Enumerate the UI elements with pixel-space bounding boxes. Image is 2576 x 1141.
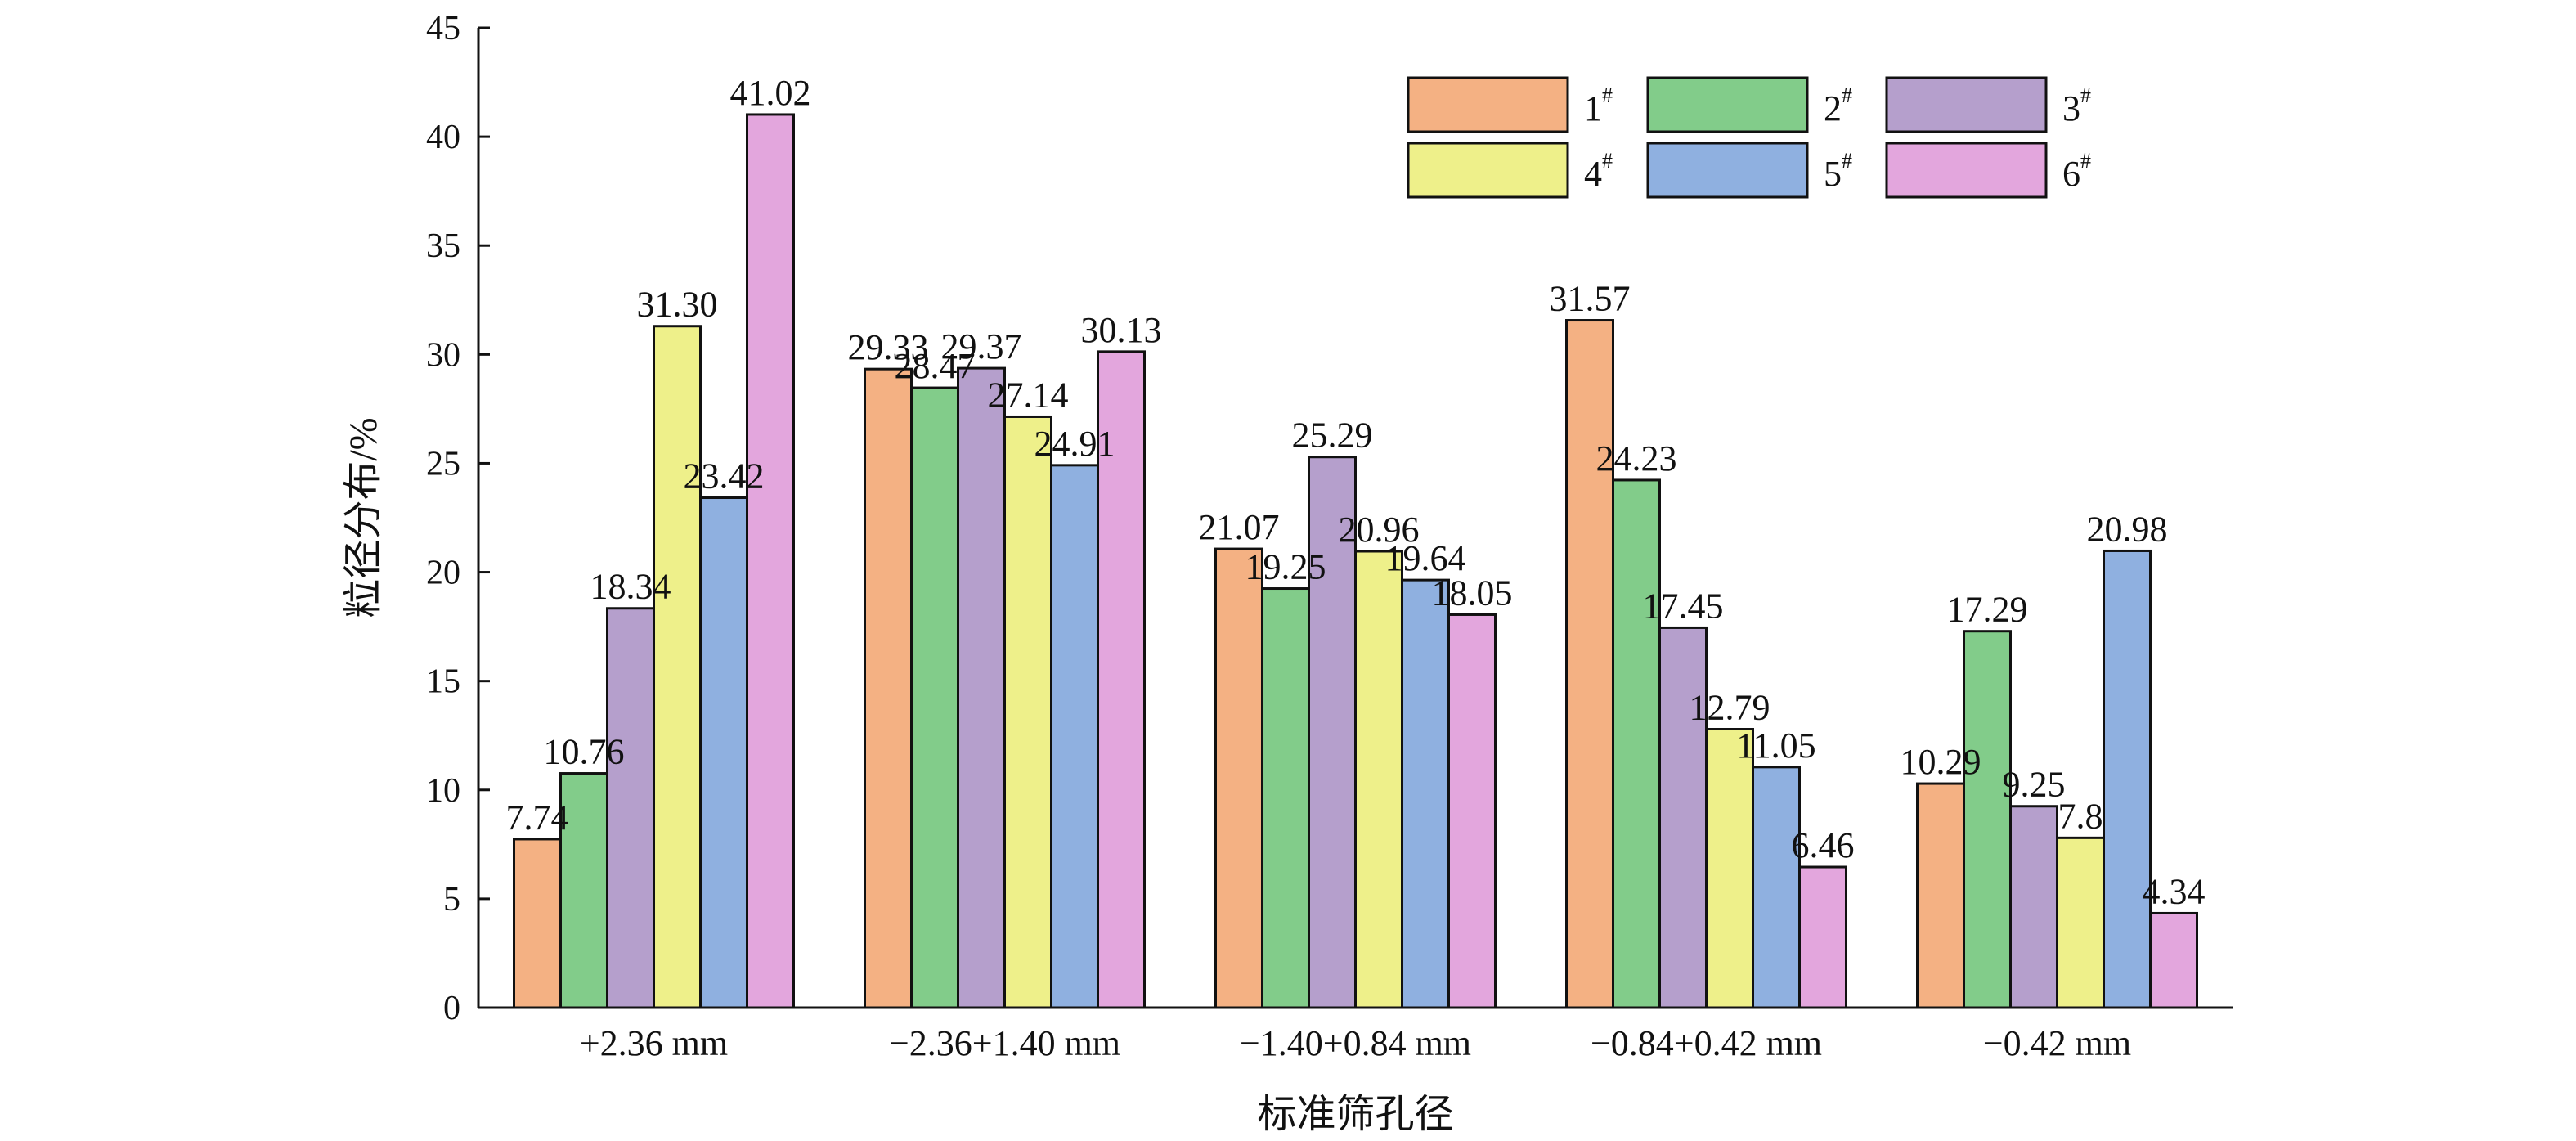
y-axis: 0 5 10 15 20 25 30 35 40 45: [426, 10, 490, 1027]
data-label: 25.29: [1292, 416, 1373, 456]
legend-label: 1#: [1584, 83, 1613, 128]
data-label: 17.45: [1643, 586, 1724, 626]
bar-series-2: [1612, 478, 1661, 1009]
data-label: 21.07: [1199, 507, 1280, 547]
bar-series-4: [2056, 836, 2105, 1009]
bar-series-1: [864, 367, 913, 1009]
legend-label: 6#: [2062, 149, 2091, 194]
bar-series-3: [606, 607, 655, 1009]
bar-series-5: [1050, 464, 1099, 1009]
data-label: 9.25: [2003, 765, 2066, 805]
legend-label: 4#: [1584, 149, 1613, 194]
bar-series-4: [1003, 415, 1052, 1009]
data-label: 23.42: [684, 456, 765, 496]
bar-series-3: [1308, 456, 1357, 1009]
data-label: 28.47: [895, 346, 976, 386]
bar-series-6: [746, 113, 795, 1009]
bar-series-4: [1705, 728, 1754, 1009]
data-label: 27.14: [988, 375, 1069, 415]
y-tick-label: 10: [426, 772, 460, 810]
y-tick-label: 5: [443, 881, 460, 919]
data-label: 7.74: [506, 797, 569, 838]
data-label: 29.33: [848, 327, 929, 367]
legend-swatch-6: [1885, 142, 2048, 199]
data-label: 29.37: [941, 326, 1022, 366]
x-tick-label: −0.84+0.42 mm: [1591, 1023, 1822, 1063]
legend-label: 2#: [1824, 83, 1852, 128]
data-label: 20.98: [2087, 509, 2168, 549]
bar-series-5: [2103, 549, 2152, 1009]
data-label: 24.91: [1034, 424, 1115, 464]
bars: [513, 113, 2198, 1009]
bar-series-5: [699, 496, 748, 1009]
data-label: 30.13: [1081, 310, 1162, 350]
bar-series-6: [1798, 865, 1847, 1009]
y-tick-label: 30: [426, 336, 460, 374]
data-labels: 7.7410.7618.3431.3023.4241.0229.3328.472…: [506, 73, 2206, 912]
legend-label: 5#: [1824, 149, 1852, 194]
bar-series-4: [653, 325, 702, 1009]
x-tick-label: −2.36+1.40 mm: [889, 1023, 1120, 1063]
legend-swatch-5: [1646, 142, 1809, 199]
x-tick-label: +2.36 mm: [580, 1023, 728, 1063]
bar-series-5: [1401, 578, 1450, 1009]
data-label: 31.30: [637, 285, 718, 325]
bar-series-2: [1261, 587, 1310, 1009]
data-label: 41.02: [730, 73, 811, 113]
bar-series-6: [2149, 911, 2198, 1009]
data-label: 31.57: [1550, 279, 1631, 319]
x-tick-label: −0.42 mm: [1983, 1023, 2131, 1063]
bar-series-3: [957, 366, 1006, 1009]
bar-series-1: [513, 838, 562, 1009]
bar-series-5: [1752, 766, 1801, 1009]
data-label: 18.05: [1432, 573, 1513, 613]
bar-series-1: [1565, 319, 1614, 1009]
y-tick-label: 25: [426, 445, 460, 483]
data-label: 19.25: [1245, 547, 1326, 587]
x-axis-title: 标准筛孔径: [1257, 1093, 1453, 1136]
data-label: 4.34: [2143, 871, 2206, 911]
data-label: 12.79: [1690, 688, 1770, 728]
bar-series-2: [559, 772, 608, 1009]
bar-series-3: [1658, 626, 1708, 1009]
y-tick-label: 35: [426, 227, 460, 265]
y-tick-label: 0: [443, 990, 460, 1027]
data-label: 7.8: [2058, 796, 2103, 836]
bar-series-6: [1447, 613, 1497, 1009]
data-label: 10.76: [544, 732, 625, 772]
legend-label: 3#: [2062, 83, 2091, 128]
data-label: 11.05: [1736, 725, 1815, 766]
y-tick-label: 45: [426, 10, 460, 47]
y-tick-label: 40: [426, 119, 460, 156]
x-tick-label: −1.40+0.84 mm: [1240, 1023, 1471, 1063]
legend-swatch-4: [1407, 142, 1569, 199]
y-tick-label: 15: [426, 663, 460, 701]
legend-swatch-1: [1407, 76, 1569, 133]
legend-swatch-3: [1885, 76, 2048, 133]
bar-series-4: [1354, 550, 1403, 1009]
bar-series-6: [1097, 350, 1146, 1009]
bar-series-2: [910, 386, 959, 1009]
bar-series-1: [1214, 547, 1263, 1009]
data-label: 24.23: [1596, 438, 1677, 478]
bar-series-2: [1963, 630, 2012, 1009]
data-label: 19.64: [1385, 538, 1466, 578]
x-axis: +2.36 mm −2.36+1.40 mm −1.40+0.84 mm −0.84+…: [478, 1006, 2233, 1063]
legend: 1# 2# 3# 4# 5# 6#: [1407, 76, 2091, 199]
y-tick-label: 20: [426, 555, 460, 592]
bar-series-3: [2009, 805, 2058, 1009]
data-label: 20.96: [1339, 510, 1420, 550]
data-label: 10.29: [1901, 742, 1981, 782]
data-label: 6.46: [1792, 825, 1855, 865]
bar-series-1: [1916, 782, 1965, 1009]
data-label: 17.29: [1947, 590, 2028, 630]
y-axis-title: 粒径分布/%: [342, 417, 385, 618]
legend-swatch-2: [1646, 76, 1809, 133]
data-label: 18.34: [590, 567, 671, 607]
